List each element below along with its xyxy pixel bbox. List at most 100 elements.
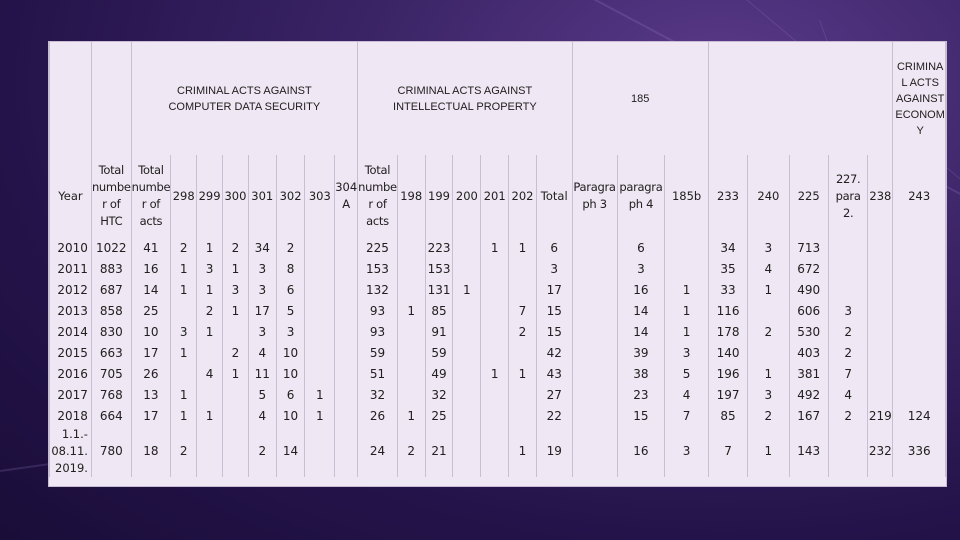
table-cell: 3 [247,321,277,342]
table-cell [571,405,618,426]
table-cell [396,384,426,405]
table-cell: 1 [508,363,537,384]
table-cell: 59 [357,342,398,363]
table-cell: 153 [357,258,398,279]
table-cell [304,279,336,300]
table-cell: 3 [616,258,666,279]
table-cell [892,258,946,279]
group-header-computer: CRIMINAL ACTS AGAINST COMPUTER DATA SECU… [130,42,359,155]
table-cell: 3 [247,279,277,300]
table-cell: 7 [827,363,869,384]
column-header: Year [49,155,92,237]
table-cell: 1 [196,405,223,426]
table-cell: 24 [357,426,398,477]
table-cell [867,237,894,258]
table-cell: 15 [535,300,573,321]
table-cell [334,258,359,279]
table-cell [892,321,946,342]
table-cell [571,279,618,300]
table-cell: 32 [424,384,454,405]
table-cell: 490 [788,279,829,300]
table-cell [508,342,537,363]
table-cell [170,300,198,321]
table-cell: 35 [707,258,749,279]
table-cell: 3 [535,258,573,279]
table-cell: 530 [788,321,829,342]
table-cell: 1 [222,363,249,384]
table-cell [892,363,946,384]
table-cell: 3 [196,258,223,279]
table-cell: 14 [616,300,666,321]
table-cell: 2 [247,426,277,477]
table-cell: 17 [130,405,172,426]
table-cell: 5 [275,300,306,321]
table-cell [222,384,249,405]
year-cell: 2011 [49,258,92,279]
table-cell: 116 [707,300,749,321]
table-cell [304,237,336,258]
table-row: 2011 883 16 1 3 1 3 8 153 153 3 3 35 4 672 [49,258,946,279]
column-header: 200 [452,155,482,237]
table-cell [827,237,869,258]
table-cell: 26 [357,405,398,426]
table-cell: 4 [247,405,277,426]
table-cell [480,321,510,342]
table-cell: 16 [616,426,666,477]
group-header-row: CRIMINAL ACTS AGAINST COMPUTER DATA SECU… [49,42,946,155]
table-cell [480,405,510,426]
table-cell [396,363,426,384]
table-cell: 42 [535,342,573,363]
table-cell: 4 [664,384,709,405]
column-header: 303 [304,155,336,237]
table-cell [304,426,336,477]
column-header: 301 [247,155,277,237]
table-cell: 11 [247,363,277,384]
table-cell [892,300,946,321]
table-cell: 39 [616,342,666,363]
table-cell [508,384,537,405]
table-cell: 15 [535,321,573,342]
table-cell: 225 [357,237,398,258]
table-cell: 883 [90,258,132,279]
table-cell: 131 [424,279,454,300]
table-cell: 1 [304,405,336,426]
column-header: 240 [747,155,790,237]
table-cell: 5 [664,363,709,384]
table-row: 2017 768 13 1 5 6 1 32 32 27 23 4 197 3 492 4 [49,384,946,405]
table-cell [571,384,618,405]
table-cell: 85 [424,300,454,321]
table-cell: 2 [275,237,306,258]
table-cell: 23 [616,384,666,405]
table-cell [334,279,359,300]
table-cell: 3 [747,237,790,258]
table-cell [867,363,894,384]
table-cell: 1 [664,300,709,321]
table-cell: 140 [707,342,749,363]
table-cell: 25 [130,300,172,321]
table-cell: 124 [892,405,946,426]
table-cell [508,258,537,279]
table-cell [867,321,894,342]
table-cell: 8 [275,258,306,279]
table-cell [664,258,709,279]
table-row: 2015 663 17 1 2 4 10 59 59 42 39 3 140 403 2 [49,342,946,363]
column-header: Paragra ph 3 [571,155,618,237]
table-cell: 26 [130,363,172,384]
table-cell [827,279,869,300]
table-cell [480,279,510,300]
table-cell: 1 [170,405,198,426]
column-header: 243 [892,155,946,237]
table-cell: 2 [747,405,790,426]
table-cell: 1 [508,426,537,477]
table-cell [480,426,510,477]
table-cell [867,258,894,279]
table-cell [222,405,249,426]
table-cell: 17 [130,342,172,363]
table-cell: 93 [357,300,398,321]
table-cell [334,342,359,363]
table-cell: 1 [396,300,426,321]
table-cell [334,300,359,321]
group-header-empty [707,42,894,155]
table-cell: 1 [222,258,249,279]
group-header-empty [90,42,132,155]
